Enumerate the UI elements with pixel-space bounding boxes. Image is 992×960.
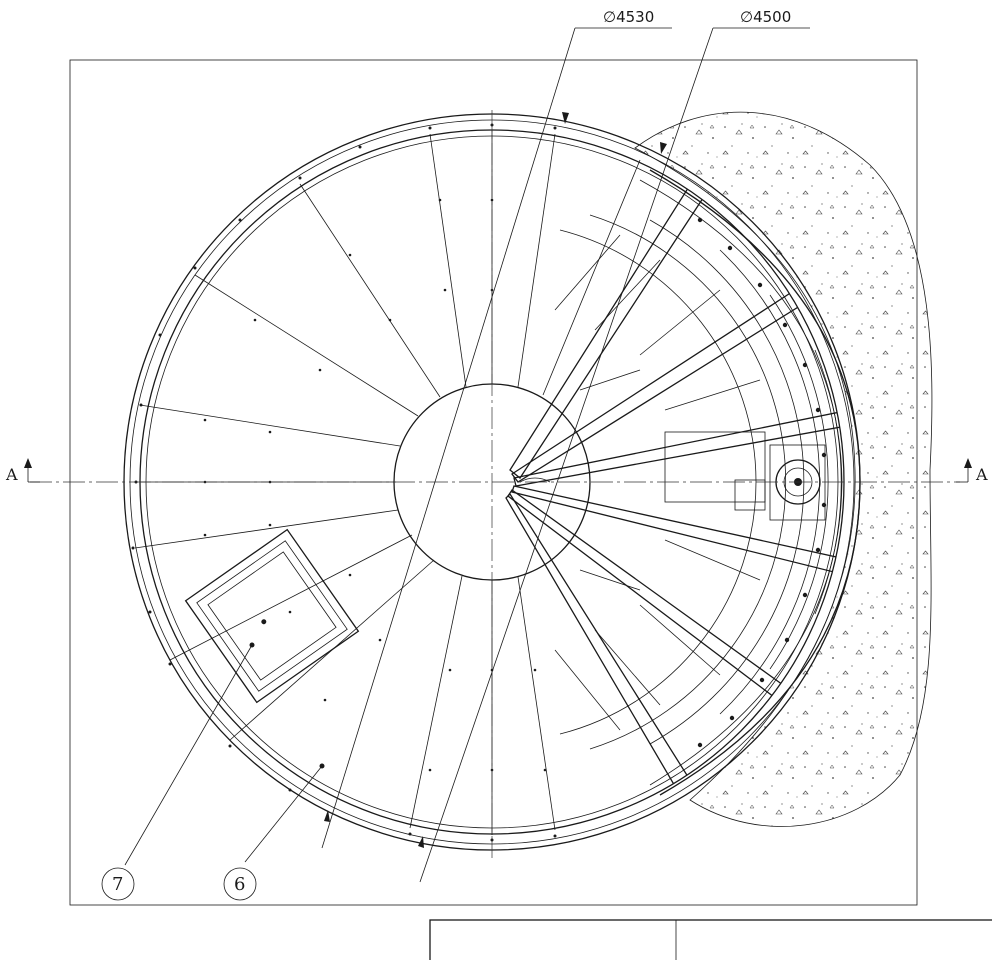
section-mark-left: A [5,458,40,484]
access-hatch [184,528,360,704]
dimension-inner: ∅4500 [418,8,810,883]
dimension-outer: ∅4530 [321,8,672,849]
section-label-left: A [5,465,18,484]
panel-seams [134,130,641,835]
dimension-inner-label: ∅4500 [740,8,791,26]
balloon-6: 6 [223,867,257,901]
dimension-outer-label: ∅4530 [603,8,654,26]
leader-6 [244,763,325,863]
title-block [429,919,992,960]
balloon-6-label: 6 [234,874,245,895]
leader-7 [124,642,255,866]
balloon-7: 7 [101,867,135,901]
rivets [131,123,557,842]
balloon-7-label: 7 [112,874,123,895]
drive-gear [664,431,826,521]
section-mark-right: A [956,458,988,484]
section-label-right: A [975,465,988,484]
foundation-area [634,111,933,827]
